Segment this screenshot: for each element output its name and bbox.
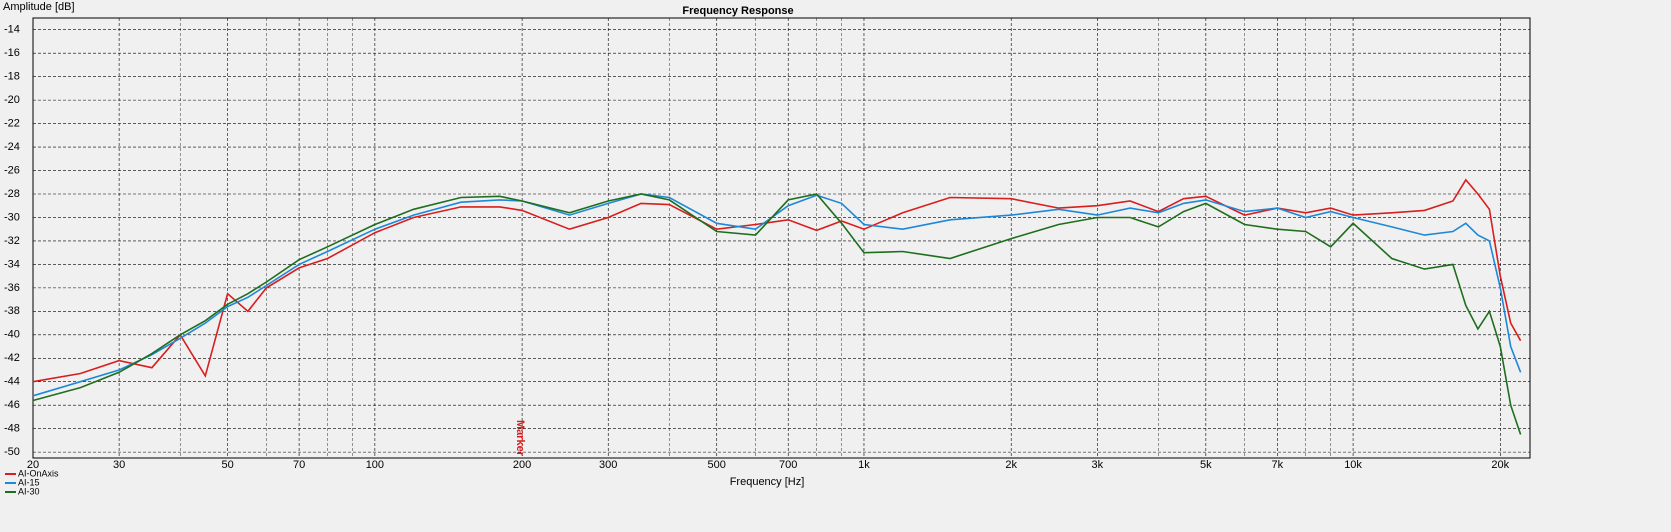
- x-axis-label: Frequency [Hz]: [730, 476, 805, 488]
- legend-label: AI-OnAxis: [18, 468, 59, 478]
- x-tick-label: 1k: [858, 459, 870, 471]
- x-tick-label: 7k: [1272, 459, 1284, 471]
- y-tick-label: -30: [4, 211, 20, 223]
- y-tick-label: -16: [4, 47, 20, 59]
- x-tick-label: 500: [708, 459, 726, 471]
- y-tick-label: -50: [4, 446, 20, 458]
- series-line: [32, 178, 1522, 383]
- series-line: [32, 193, 1522, 435]
- y-tick-label: -46: [4, 399, 20, 411]
- y-tick-label: -14: [4, 24, 20, 36]
- y-tick-label: -42: [4, 352, 20, 364]
- series-line: [32, 193, 1522, 397]
- x-tick-label: 30: [113, 459, 125, 471]
- y-axis-label: Amplitude [dB]: [3, 1, 75, 13]
- x-tick-label: 300: [599, 459, 617, 471]
- y-tick-label: -24: [4, 141, 20, 153]
- y-tick-label: -32: [4, 235, 20, 247]
- plot-area: [32, 17, 1531, 459]
- x-tick-label: 100: [366, 459, 384, 471]
- y-tick-label: -44: [4, 376, 20, 388]
- y-tick-label: -20: [4, 94, 20, 106]
- x-tick-label: 20k: [1491, 459, 1509, 471]
- x-tick-label: 700: [779, 459, 797, 471]
- y-tick-label: -36: [4, 282, 20, 294]
- x-tick-label: 3k: [1092, 459, 1104, 471]
- x-tick-label: 50: [222, 459, 234, 471]
- y-tick-label: -22: [4, 118, 20, 130]
- x-tick-label: 20: [27, 459, 39, 471]
- y-tick-label: -40: [4, 329, 20, 341]
- y-tick-label: -34: [4, 258, 20, 270]
- y-tick-label: -28: [4, 188, 20, 200]
- x-tick-label: 10k: [1344, 459, 1362, 471]
- y-tick-label: -18: [4, 71, 20, 83]
- legend-label: AI-15: [18, 477, 40, 487]
- marker-label: Marker: [514, 420, 526, 457]
- x-tick-label: 2k: [1005, 459, 1017, 471]
- x-tick-label: 5k: [1200, 459, 1212, 471]
- legend-label: AI-30: [18, 486, 40, 496]
- y-tick-label: -38: [4, 305, 20, 317]
- y-tick-label: -26: [4, 164, 20, 176]
- x-tick-label: 70: [293, 459, 305, 471]
- chart-title: Frequency Response: [682, 5, 793, 17]
- x-tick-label: 200: [513, 459, 531, 471]
- y-tick-label: -48: [4, 423, 20, 435]
